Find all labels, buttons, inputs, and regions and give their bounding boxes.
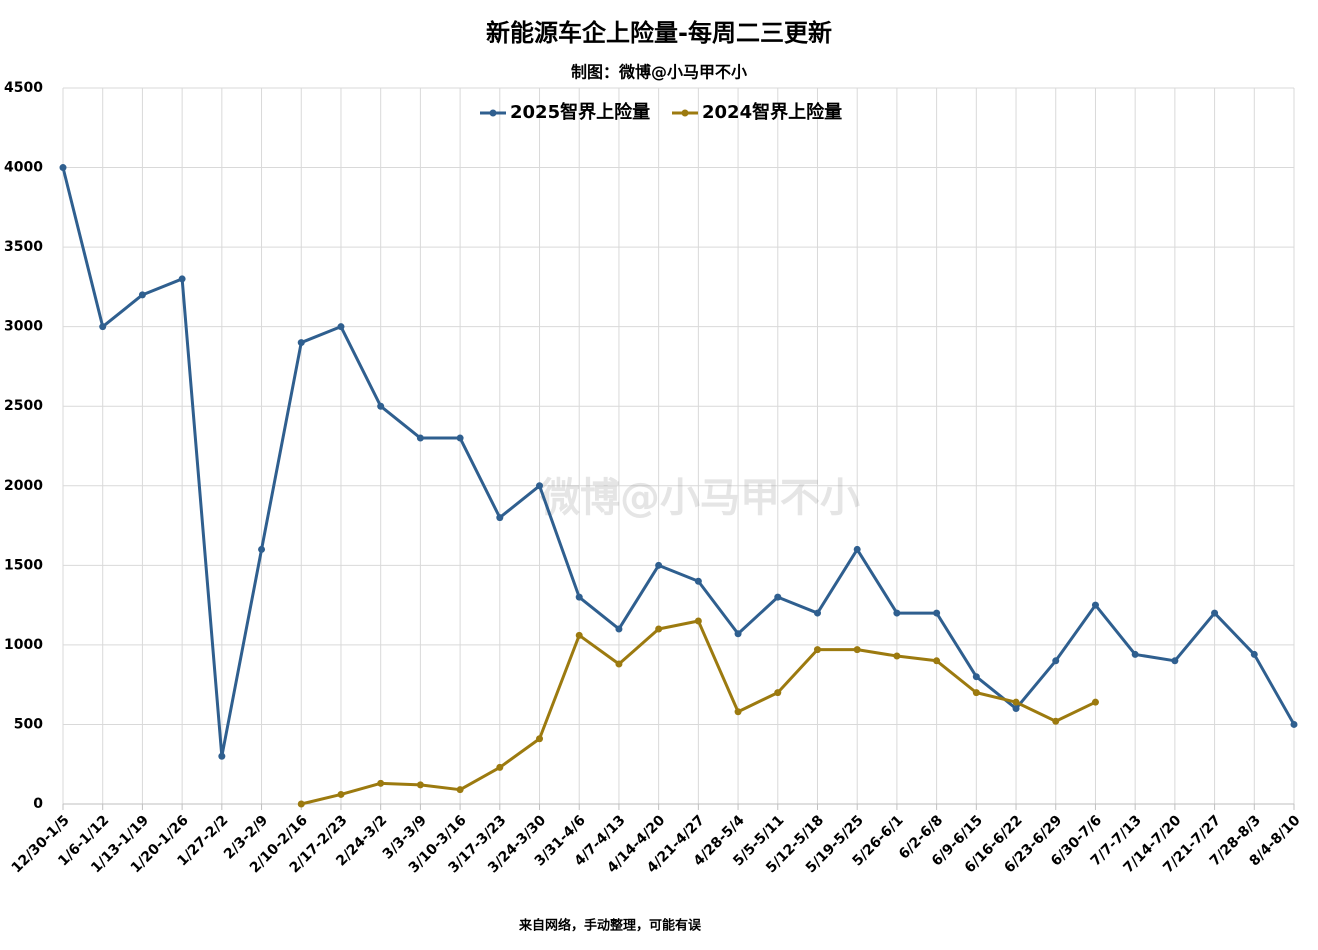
- point: [853, 646, 861, 654]
- y-tick-label: 4500: [4, 80, 43, 96]
- point: [853, 545, 861, 553]
- point: [138, 291, 146, 299]
- y-tick-label: 2000: [4, 478, 43, 494]
- point: [337, 790, 345, 798]
- point: [1012, 705, 1020, 713]
- point: [1091, 601, 1099, 609]
- watermark: 微博@小马甲不小: [539, 475, 860, 521]
- point: [1091, 698, 1099, 706]
- point: [416, 781, 424, 789]
- y-tick-label: 1000: [4, 637, 43, 653]
- point: [933, 609, 941, 617]
- point: [337, 323, 345, 331]
- y-tick-label: 0: [33, 796, 43, 812]
- point: [1211, 609, 1219, 617]
- footer-note: 来自网络，手动整理，可能有误: [518, 918, 702, 934]
- point: [774, 689, 782, 697]
- point: [536, 482, 544, 490]
- legend-marker: [489, 109, 497, 117]
- point: [893, 609, 901, 617]
- point: [575, 631, 583, 639]
- point: [496, 514, 504, 522]
- point: [1290, 720, 1298, 728]
- point: [813, 609, 821, 617]
- point: [218, 752, 226, 760]
- point: [536, 735, 544, 743]
- point: [1052, 657, 1060, 665]
- point: [694, 617, 702, 625]
- y-tick-label: 2500: [4, 398, 43, 414]
- point: [655, 561, 663, 569]
- point: [456, 786, 464, 794]
- point: [297, 800, 305, 808]
- point: [99, 323, 107, 331]
- y-tick-label: 3500: [4, 239, 43, 255]
- y-tick-label: 4000: [4, 160, 43, 176]
- point: [774, 593, 782, 601]
- point: [178, 275, 186, 283]
- point: [456, 434, 464, 442]
- y-tick-label: 3000: [4, 319, 43, 335]
- point: [655, 625, 663, 633]
- point: [972, 689, 980, 697]
- chart-title: 新能源车企上险量-每周二三更新: [486, 19, 832, 47]
- point: [258, 545, 266, 553]
- point: [416, 434, 424, 442]
- point: [734, 630, 742, 638]
- legend-label: 2024智界上险量: [702, 101, 842, 123]
- chart-subtitle: 制图：微博@小马甲不小: [571, 63, 747, 82]
- point: [972, 673, 980, 681]
- legend-marker: [681, 109, 689, 117]
- point: [496, 763, 504, 771]
- point: [1171, 657, 1179, 665]
- point: [1052, 717, 1060, 725]
- point: [694, 577, 702, 585]
- point: [377, 402, 385, 410]
- point: [1250, 650, 1258, 658]
- point: [575, 593, 583, 601]
- series-line: [61, 167, 1296, 758]
- point: [893, 652, 901, 660]
- point: [615, 660, 623, 668]
- point: [1131, 650, 1139, 658]
- point: [734, 708, 742, 716]
- point: [59, 164, 67, 172]
- y-tick-label: 500: [14, 716, 43, 732]
- point: [933, 657, 941, 665]
- point: [377, 779, 385, 787]
- point: [297, 339, 305, 347]
- point: [615, 625, 623, 633]
- point: [1012, 698, 1020, 706]
- legend-label: 2025智界上险量: [510, 101, 650, 123]
- point: [813, 646, 821, 654]
- y-tick-label: 1500: [4, 557, 43, 573]
